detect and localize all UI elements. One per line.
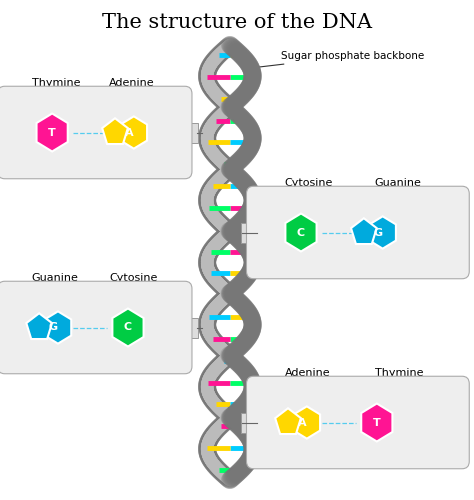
Text: Adenine: Adenine <box>285 368 330 378</box>
Text: T: T <box>48 128 56 138</box>
Polygon shape <box>112 308 144 346</box>
Text: Cytosine: Cytosine <box>285 178 333 188</box>
Text: Guanine: Guanine <box>32 273 79 283</box>
FancyBboxPatch shape <box>241 412 255 432</box>
Text: C: C <box>124 322 132 332</box>
Text: Guanine: Guanine <box>374 178 421 188</box>
FancyBboxPatch shape <box>0 86 192 179</box>
Polygon shape <box>369 216 396 248</box>
Text: Adenine: Adenine <box>109 78 155 88</box>
Polygon shape <box>102 118 128 144</box>
Text: G: G <box>374 228 383 237</box>
Text: G: G <box>49 322 58 332</box>
Polygon shape <box>275 408 301 434</box>
Text: Thymine: Thymine <box>374 368 423 378</box>
Text: C: C <box>297 228 305 237</box>
Text: A: A <box>298 418 307 428</box>
Text: A: A <box>125 128 134 138</box>
Text: Sugar phosphate backbone: Sugar phosphate backbone <box>258 51 424 67</box>
FancyBboxPatch shape <box>241 222 255 242</box>
Text: T: T <box>373 418 381 428</box>
Polygon shape <box>285 214 317 252</box>
FancyBboxPatch shape <box>184 122 198 142</box>
Polygon shape <box>120 116 147 148</box>
FancyBboxPatch shape <box>246 376 469 469</box>
Text: The structure of the DNA: The structure of the DNA <box>102 12 372 32</box>
Text: Thymine: Thymine <box>32 78 80 88</box>
Polygon shape <box>27 313 52 339</box>
Polygon shape <box>351 218 377 244</box>
FancyBboxPatch shape <box>0 281 192 374</box>
Polygon shape <box>293 406 320 438</box>
Polygon shape <box>36 114 68 152</box>
FancyBboxPatch shape <box>246 186 469 279</box>
Polygon shape <box>45 312 71 344</box>
Text: Cytosine: Cytosine <box>109 273 157 283</box>
FancyBboxPatch shape <box>184 318 198 338</box>
Polygon shape <box>361 404 392 442</box>
